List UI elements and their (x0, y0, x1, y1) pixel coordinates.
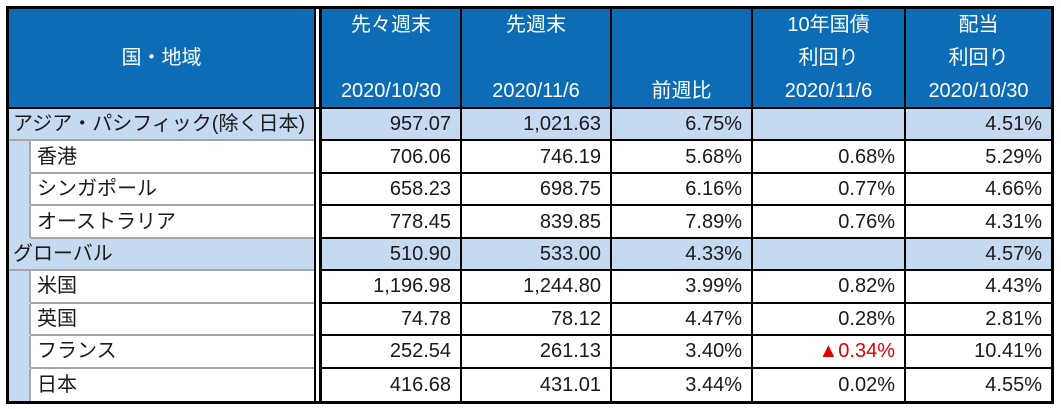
prev2-close-cell: 658.23 (322, 173, 462, 207)
prev-close-cell: 1,021.63 (462, 109, 612, 142)
wow-change-cell: 7.89% (612, 206, 753, 239)
header-line: 2020/11/6 (492, 79, 580, 102)
indent-cell (9, 173, 31, 207)
prev-close-cell: 533.00 (462, 238, 612, 272)
region-group-cell: アジア・パシフィック(除く日本) (9, 109, 314, 142)
dividend-yield-cell: 4.31% (906, 206, 1051, 239)
prev2-close-cell: 1,196.98 (322, 271, 462, 304)
column-divider (314, 109, 322, 142)
bond-yield-cell: 0.68% (753, 141, 906, 174)
header-line: 先々週末 (351, 14, 431, 37)
header-line: 配当 (958, 14, 999, 37)
bond-yield-cell: 0.28% (753, 303, 906, 337)
header-line (322, 42, 460, 75)
column-divider (314, 173, 322, 207)
prev2-close-cell: 778.45 (322, 206, 462, 239)
header-line (462, 42, 610, 75)
bond-yield-cell: 0.76% (753, 206, 906, 239)
region-cell: フランス (31, 336, 314, 369)
wow-change-cell: 3.44% (612, 368, 753, 401)
region-cell: シンガポール (31, 174, 314, 207)
indent-cell (9, 303, 31, 337)
header-line (612, 42, 751, 75)
region-cell: 米国 (31, 271, 314, 304)
market-data-table: 国・地域 先々週末 2020/10/30 先週末 2020/11/6 前週比 10年国債利… (6, 6, 1054, 404)
indent-cell (9, 336, 31, 369)
dividend-yield-cell: 4.43% (906, 271, 1051, 304)
indent-cell (9, 206, 31, 239)
header-line (612, 9, 751, 42)
wow-change-cell: 5.68% (612, 141, 753, 174)
header-line: 前週比 (651, 79, 712, 102)
region-cell: 英国 (31, 304, 314, 337)
dividend-yield-cell: 4.51% (906, 109, 1051, 142)
region-cell: オーストラリア (31, 206, 314, 239)
prev-close-cell: 746.19 (462, 141, 612, 174)
header-line: 2020/10/30 (928, 79, 1029, 102)
prev-close-cell: 698.75 (462, 173, 612, 207)
column-divider (314, 271, 322, 304)
dividend-yield-cell: 4.66% (906, 174, 1051, 207)
header-line: 先週末 (506, 14, 566, 37)
indent-cell (9, 368, 31, 401)
header-line: 10年国債 (787, 14, 870, 37)
header-prev-close: 先週末 2020/11/6 (462, 9, 612, 109)
prev-close-cell: 78.12 (462, 303, 612, 337)
dividend-yield-cell: 4.55% (985, 373, 1042, 396)
header-wow-change: 前週比 (612, 9, 753, 109)
dividend-yield-cell: 5.29% (906, 141, 1051, 174)
column-divider (314, 141, 322, 174)
header-line: 利回り (798, 47, 859, 69)
wow-change-cell: 3.99% (612, 271, 753, 304)
prev-close-cell: 431.01 (462, 368, 612, 401)
wow-change-cell: 3.40% (612, 336, 753, 369)
prev2-close-cell: 416.68 (322, 368, 462, 401)
prev2-close-cell: 957.07 (322, 109, 462, 142)
column-divider (314, 303, 322, 337)
dividend-yield-cell: 2.81% (906, 304, 1051, 337)
indent-cell (9, 141, 31, 174)
wow-change-cell: 6.75% (612, 109, 753, 142)
wow-change-cell: 6.16% (612, 173, 753, 207)
bond-yield-cell: ▲0.34% (753, 336, 906, 369)
bond-yield-cell (753, 109, 906, 142)
header-bond-yield: 10年国債利回り 2020/11/6 (753, 9, 906, 109)
prev-close-cell: 1,244.80 (462, 271, 612, 304)
prev-close-cell: 261.13 (462, 336, 612, 369)
bond-yield-cell: 0.82% (753, 271, 906, 304)
header-region: 国・地域 (9, 9, 314, 109)
header-line: 2020/10/30 (340, 79, 442, 102)
prev-close-cell: 839.85 (462, 206, 612, 239)
column-divider (314, 238, 322, 272)
dividend-yield-cell: 10.41% (906, 336, 1051, 369)
header-line: 2020/11/6 (784, 79, 873, 102)
region-group-cell: グローバル (9, 238, 314, 272)
bond-yield-cell (753, 238, 906, 272)
column-divider (314, 368, 322, 401)
column-divider (314, 336, 322, 369)
bond-yield-cell: 0.02% (753, 368, 906, 401)
prev2-close-cell: 510.90 (322, 238, 462, 272)
dividend-yield-cell: 4.57% (906, 238, 1051, 272)
column-divider (314, 9, 322, 109)
region-cell: 香港 (31, 141, 314, 174)
prev2-close-cell: 252.54 (322, 336, 462, 369)
bond-yield-cell: 0.77% (753, 173, 906, 207)
wow-change-cell: 4.33% (612, 238, 753, 272)
prev2-close-cell: 74.78 (322, 303, 462, 337)
header-dividend-yield: 配当利回り 2020/10/30 (906, 9, 1051, 109)
column-divider (314, 206, 322, 239)
wow-change-cell: 4.47% (612, 303, 753, 337)
indent-cell (9, 271, 31, 304)
prev2-close-cell: 706.06 (322, 141, 462, 174)
header-line: 利回り (948, 47, 1009, 69)
region-cell: 日本 (37, 373, 77, 396)
header-prev2-close: 先々週末 2020/10/30 (322, 9, 462, 109)
